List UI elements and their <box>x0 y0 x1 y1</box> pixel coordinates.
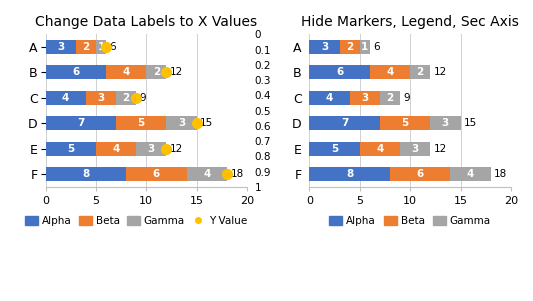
Text: 3: 3 <box>148 144 155 154</box>
Bar <box>45 66 106 79</box>
Text: 6: 6 <box>336 67 343 77</box>
Bar <box>390 167 450 181</box>
Text: 4: 4 <box>326 93 333 103</box>
Legend: Alpha, Beta, Gamma, Y Value: Alpha, Beta, Gamma, Y Value <box>21 212 251 231</box>
Text: 2: 2 <box>346 42 353 52</box>
Bar <box>76 40 96 54</box>
Bar <box>45 40 76 54</box>
Bar <box>45 167 126 181</box>
Text: 2: 2 <box>417 67 424 77</box>
Bar <box>309 116 380 130</box>
Text: 15: 15 <box>464 118 478 128</box>
Text: 5: 5 <box>67 144 74 154</box>
Bar <box>450 167 491 181</box>
Bar <box>309 142 360 156</box>
Text: 7: 7 <box>77 118 84 128</box>
Text: 8: 8 <box>346 169 353 179</box>
Bar <box>45 142 96 156</box>
Bar <box>96 40 106 54</box>
Text: 4: 4 <box>467 169 474 179</box>
Text: 5: 5 <box>138 118 145 128</box>
Bar <box>45 91 86 105</box>
Text: 2: 2 <box>82 42 90 52</box>
Text: 12: 12 <box>434 144 447 154</box>
Text: 9: 9 <box>140 93 147 103</box>
Text: 9: 9 <box>403 93 410 103</box>
Bar <box>309 40 340 54</box>
Bar <box>410 66 430 79</box>
Bar <box>340 40 360 54</box>
Text: 15: 15 <box>200 118 214 128</box>
Text: 6: 6 <box>109 42 116 52</box>
Bar <box>116 91 136 105</box>
Bar <box>166 116 197 130</box>
Bar <box>187 167 227 181</box>
Text: 3: 3 <box>411 144 419 154</box>
Text: 4: 4 <box>112 144 120 154</box>
Text: 12: 12 <box>170 67 183 77</box>
Bar <box>309 167 390 181</box>
Text: 3: 3 <box>98 93 104 103</box>
Bar <box>380 91 400 105</box>
Text: 1: 1 <box>98 42 104 52</box>
Bar <box>126 167 187 181</box>
Bar <box>400 142 430 156</box>
Text: 12: 12 <box>434 67 447 77</box>
Bar <box>146 66 166 79</box>
Bar <box>309 66 370 79</box>
Text: 4: 4 <box>386 67 394 77</box>
Text: 5: 5 <box>331 144 338 154</box>
Bar <box>136 142 166 156</box>
Text: 4: 4 <box>62 93 69 103</box>
Bar <box>86 91 116 105</box>
Text: 3: 3 <box>442 118 449 128</box>
Bar <box>360 142 400 156</box>
Bar <box>430 116 461 130</box>
Title: Change Data Labels to X Values: Change Data Labels to X Values <box>35 15 257 29</box>
Bar <box>309 91 350 105</box>
Bar <box>106 66 146 79</box>
Text: 7: 7 <box>341 118 348 128</box>
Text: 12: 12 <box>170 144 183 154</box>
Text: 3: 3 <box>321 42 328 52</box>
Text: 3: 3 <box>57 42 64 52</box>
Bar <box>380 116 430 130</box>
Legend: Alpha, Beta, Gamma: Alpha, Beta, Gamma <box>325 212 495 231</box>
Text: 3: 3 <box>178 118 185 128</box>
Text: 2: 2 <box>123 93 130 103</box>
Bar <box>360 40 370 54</box>
Title: Hide Markers, Legend, Sec Axis: Hide Markers, Legend, Sec Axis <box>301 15 519 29</box>
Text: 2: 2 <box>153 67 160 77</box>
Bar <box>116 116 166 130</box>
Text: 6: 6 <box>373 42 380 52</box>
Bar <box>96 142 136 156</box>
Bar <box>350 91 380 105</box>
Bar <box>370 66 410 79</box>
Text: 4: 4 <box>376 144 384 154</box>
Text: 2: 2 <box>386 93 393 103</box>
Text: 1: 1 <box>361 42 368 52</box>
Text: 5: 5 <box>401 118 409 128</box>
Text: 4: 4 <box>203 169 211 179</box>
Text: 8: 8 <box>82 169 90 179</box>
Text: 6: 6 <box>417 169 424 179</box>
Text: 6: 6 <box>72 67 79 77</box>
Text: 4: 4 <box>123 67 130 77</box>
Text: 18: 18 <box>230 169 244 179</box>
Text: 18: 18 <box>494 169 507 179</box>
Text: 3: 3 <box>361 93 368 103</box>
Bar <box>45 116 116 130</box>
Text: 6: 6 <box>153 169 160 179</box>
